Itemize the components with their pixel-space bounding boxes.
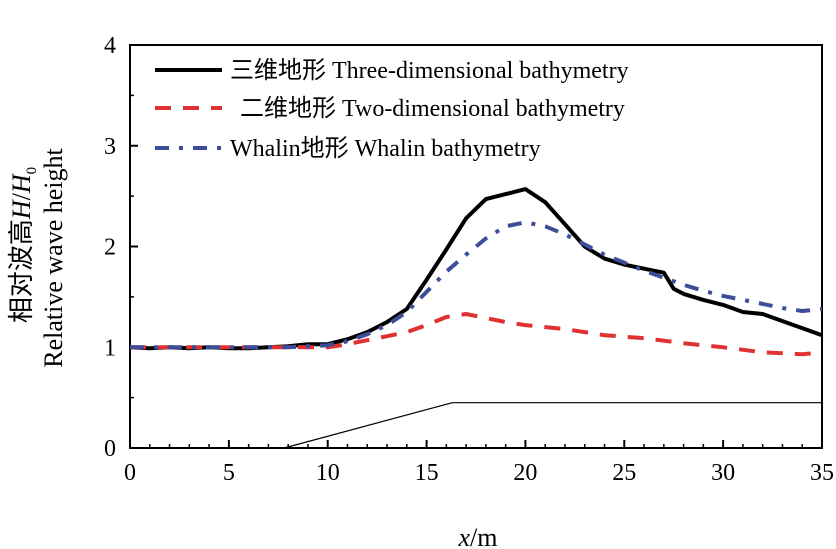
legend-label-2: Whalin地形 Whalin bathymetry: [230, 135, 541, 162]
x-tick-label: 20: [513, 460, 537, 486]
y-tick-label: 2: [104, 235, 116, 261]
x-tick-label: 25: [612, 460, 636, 486]
legend-label-0: 三维地形 Three-dimensional bathymetry: [230, 57, 629, 84]
x-tick-label: 15: [415, 460, 439, 486]
y-tick-label: 4: [104, 33, 116, 59]
x-axis-label: x/m: [458, 523, 498, 549]
bathymetry-profile-line: [284, 402, 822, 449]
x-tick-label: 30: [711, 460, 735, 486]
y-tick-label: 1: [104, 335, 116, 361]
series-line-2: [130, 220, 823, 350]
y-axis-label-en: Relative wave height: [39, 147, 68, 367]
x-tick-label: 5: [223, 460, 235, 486]
chart-series-group: [129, 187, 823, 449]
y-tick-label: 0: [104, 436, 116, 462]
y-tick-label: 3: [104, 134, 116, 160]
series-line-1: [130, 312, 823, 357]
series-line-0: [129, 187, 823, 351]
legend-label-1: 二维地形 Two-dimensional bathymetry: [240, 95, 625, 122]
y-axis-label-cn: 相对波高H/H0: [7, 167, 40, 323]
chart-legend: 三维地形 Three-dimensional bathymetry 二维地形 Tw…: [155, 57, 629, 162]
x-tick-label: 0: [124, 460, 136, 486]
x-tick-label: 35: [810, 460, 834, 486]
plot-axes: 0 5 10 15 20 25 30 35 0 1 2 3 4: [104, 33, 834, 486]
x-tick-label: 10: [316, 460, 340, 486]
